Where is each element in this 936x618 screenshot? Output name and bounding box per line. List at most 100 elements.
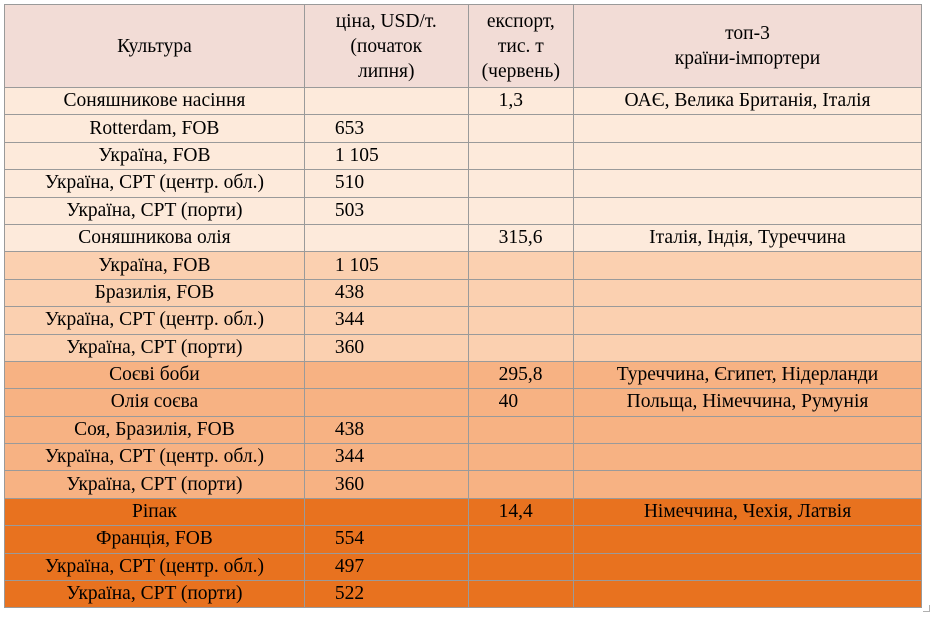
cell-export: 40 bbox=[467, 388, 575, 417]
cell-top-importers bbox=[573, 333, 922, 362]
header-export-line: тис. т bbox=[497, 35, 544, 57]
cell-top-importers bbox=[573, 580, 922, 609]
cell-crop: Соняшникова олія bbox=[4, 223, 305, 253]
cell-top-importers bbox=[573, 141, 922, 171]
cell-export bbox=[467, 580, 575, 609]
cell-export bbox=[467, 470, 575, 499]
cell-crop: Україна, CPT (центр. обл.) bbox=[4, 443, 305, 472]
cell-price: 503 bbox=[303, 196, 469, 225]
table-row: Україна, CPT (порти) 503 bbox=[4, 196, 922, 225]
cell-crop: Соняшникове насіння bbox=[4, 86, 305, 116]
cell-top-importers bbox=[573, 443, 922, 472]
cell-price: 360 bbox=[303, 470, 469, 499]
table-row: Соняшникове насіння 1,3 ОАЄ, Велика Британ… bbox=[4, 86, 922, 116]
table-row: Олія соєва 40 Польща, Німеччина, Румунія bbox=[4, 388, 922, 417]
table-row: Соняшникова олія 315,6 Італія, Індія, Туре… bbox=[4, 223, 922, 253]
header-top-line: топ-3 bbox=[725, 23, 770, 44]
table-row: Україна, FOB 1 105 bbox=[4, 141, 922, 171]
cell-crop: Україна, CPT (центр. обл.) bbox=[4, 306, 305, 335]
cell-export bbox=[467, 525, 575, 554]
cell-top-importers bbox=[573, 470, 922, 499]
table-row: Україна, CPT (порти) 360 bbox=[4, 470, 922, 499]
header-price-line: ціна, USD/т. bbox=[335, 10, 437, 32]
cell-price bbox=[303, 497, 469, 527]
cell-crop: Україна, CPT (порти) bbox=[4, 470, 305, 499]
cell-top-importers bbox=[573, 196, 922, 225]
cell-price bbox=[303, 223, 469, 253]
header-crop: Культура bbox=[4, 4, 305, 88]
cell-crop: Rotterdam, FOB bbox=[4, 114, 305, 143]
header-export-line: експорт, bbox=[486, 10, 555, 32]
table-row: Україна, CPT (центр. обл.) 344 bbox=[4, 443, 922, 472]
cell-top-importers bbox=[573, 306, 922, 335]
cell-price: 510 bbox=[303, 169, 469, 198]
cell-price: 554 bbox=[303, 525, 469, 554]
header-top-importers: топ-3 країни-імпортери bbox=[573, 4, 922, 88]
cell-export: 295,8 bbox=[467, 360, 575, 390]
cell-export bbox=[467, 415, 575, 445]
cell-crop: Україна, FOB bbox=[4, 251, 305, 280]
header-price-line: липня) bbox=[357, 60, 415, 82]
cell-top-importers bbox=[573, 552, 922, 582]
table-body: Соняшникове насіння 1,3 ОАЄ, Велика Британ… bbox=[4, 86, 922, 609]
cell-export: 1,3 bbox=[467, 86, 575, 116]
cell-crop: Франція, FOB bbox=[4, 525, 305, 554]
table-frame: Культура ціна, USD/т. (початок липня) експ… bbox=[4, 4, 930, 612]
table-row: Rotterdam, FOB 653 bbox=[4, 114, 922, 143]
cell-top-importers: Туреччина, Єгипет, Нідерланди bbox=[573, 360, 922, 390]
oilseed-price-table: Культура ціна, USD/т. (початок липня) експ… bbox=[4, 4, 922, 609]
cell-price: 438 bbox=[303, 415, 469, 445]
cell-top-importers bbox=[573, 169, 922, 198]
header-price: ціна, USD/т. (початок липня) bbox=[303, 4, 469, 88]
cell-crop: Україна, CPT (порти) bbox=[4, 196, 305, 225]
table-row: Україна, CPT (центр. обл.) 510 bbox=[4, 169, 922, 198]
header-row: Культура ціна, USD/т. (початок липня) експ… bbox=[4, 4, 922, 88]
cell-crop: Бразилія, FOB bbox=[4, 278, 305, 308]
cell-export bbox=[467, 333, 575, 362]
table-row: Соєві боби 295,8 Туреччина, Єгипет, Нідерл… bbox=[4, 360, 922, 390]
header-price-line: (початок bbox=[350, 35, 423, 57]
cell-crop: Україна, CPT (порти) bbox=[4, 580, 305, 609]
cell-price: 522 bbox=[303, 580, 469, 609]
cell-price: 497 bbox=[303, 552, 469, 582]
cell-top-importers bbox=[573, 114, 922, 143]
cell-export bbox=[467, 114, 575, 143]
table-row: Бразилія, FOB 438 bbox=[4, 278, 922, 308]
cell-export bbox=[467, 169, 575, 198]
corner-mark bbox=[923, 605, 930, 612]
cell-crop: Україна, CPT (центр. обл.) bbox=[4, 552, 305, 582]
table-row: Ріпак 14,4 Німеччина, Чехія, Латвія bbox=[4, 497, 922, 527]
cell-price: 438 bbox=[303, 278, 469, 308]
cell-export bbox=[467, 251, 575, 280]
cell-top-importers: Італія, Індія, Туреччина bbox=[573, 223, 922, 253]
cell-top-importers bbox=[573, 251, 922, 280]
header-crop-line: Культура bbox=[117, 35, 192, 57]
cell-export bbox=[467, 443, 575, 472]
cell-top-importers: ОАЄ, Велика Британія, Італія bbox=[573, 86, 922, 116]
table-row: Україна, FOB 1 105 bbox=[4, 251, 922, 280]
cell-price: 344 bbox=[303, 306, 469, 335]
cell-top-importers: Польща, Німеччина, Румунія bbox=[573, 388, 922, 417]
cell-crop: Україна, CPT (порти) bbox=[4, 333, 305, 362]
table-row: Франція, FOB 554 bbox=[4, 525, 922, 554]
table-row: Україна, CPT (порти) 522 bbox=[4, 580, 922, 609]
cell-price bbox=[303, 86, 469, 116]
cell-export bbox=[467, 278, 575, 308]
cell-price: 1 105 bbox=[303, 141, 469, 171]
cell-crop: Україна, CPT (центр. обл.) bbox=[4, 169, 305, 198]
cell-top-importers bbox=[573, 525, 922, 554]
cell-top-importers bbox=[573, 278, 922, 308]
header-top-line: країни-імпортери bbox=[674, 48, 821, 69]
cell-crop: Соя, Бразилія, FOB bbox=[4, 415, 305, 445]
cell-export bbox=[467, 306, 575, 335]
cell-export: 14,4 bbox=[467, 497, 575, 527]
cell-export bbox=[467, 196, 575, 225]
table-row: Україна, CPT (центр. обл.) 344 bbox=[4, 306, 922, 335]
cell-price: 344 bbox=[303, 443, 469, 472]
cell-price: 360 bbox=[303, 333, 469, 362]
header-export: експорт, тис. т (червень) bbox=[467, 4, 575, 88]
cell-export: 315,6 bbox=[467, 223, 575, 253]
cell-price bbox=[303, 360, 469, 390]
cell-crop: Україна, FOB bbox=[4, 141, 305, 171]
table-row: Соя, Бразилія, FOB 438 bbox=[4, 415, 922, 445]
